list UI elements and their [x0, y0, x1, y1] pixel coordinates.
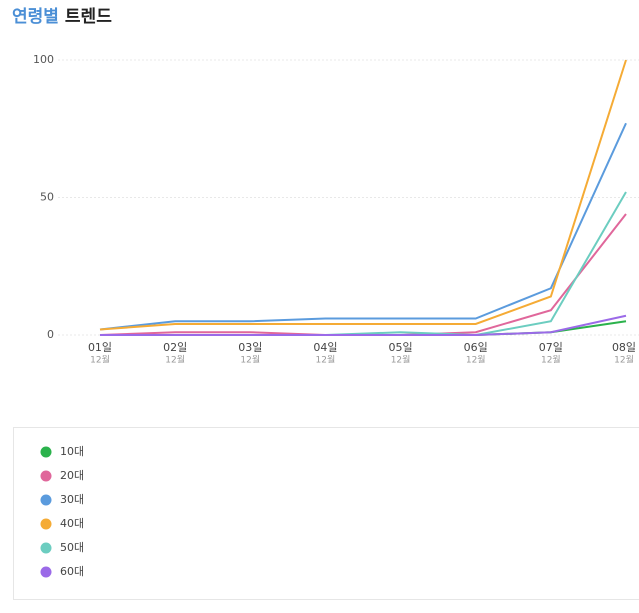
x-tick-sublabel: 12월	[391, 354, 411, 366]
x-tick-label: 06일	[464, 340, 488, 354]
x-tick-sublabel: 12월	[541, 354, 561, 366]
legend-marker	[41, 519, 52, 530]
legend-label: 40대	[60, 517, 84, 530]
x-tick-label: 02일	[163, 340, 187, 354]
legend-marker	[41, 567, 52, 578]
legend-marker	[41, 447, 52, 458]
x-tick-sublabel: 12월	[240, 354, 260, 366]
x-tick-label: 03일	[238, 340, 262, 354]
legend-box	[14, 428, 639, 600]
x-tick-label: 01일	[88, 340, 112, 354]
x-tick-sublabel: 12월	[316, 354, 336, 366]
legend-label: 50대	[60, 541, 84, 554]
legend-label: 20대	[60, 469, 84, 482]
series-line	[100, 214, 626, 335]
legend-label: 30대	[60, 493, 84, 506]
legend-marker	[41, 471, 52, 482]
x-tick-label: 05일	[389, 340, 413, 354]
x-tick-sublabel: 12월	[90, 354, 110, 366]
legend-label: 10대	[60, 445, 84, 458]
x-tick-label: 04일	[313, 340, 337, 354]
title-main: 트렌드	[65, 7, 112, 27]
x-tick-label: 08일	[612, 340, 636, 354]
y-tick-label: 50	[40, 191, 54, 204]
legend-marker	[41, 495, 52, 506]
x-tick-label: 07일	[539, 340, 563, 354]
x-tick-sublabel: 12월	[165, 354, 185, 366]
legend-marker	[41, 543, 52, 554]
x-tick-sublabel: 12월	[466, 354, 486, 366]
y-tick-label: 0	[47, 328, 54, 341]
y-tick-label: 100	[33, 53, 54, 66]
series-line	[100, 192, 626, 335]
title-prefix: 연령별	[12, 6, 59, 27]
chart-title: 연령별 트렌드	[12, 6, 112, 27]
x-tick-sublabel: 12월	[614, 354, 634, 366]
legend-label: 60대	[60, 565, 84, 578]
